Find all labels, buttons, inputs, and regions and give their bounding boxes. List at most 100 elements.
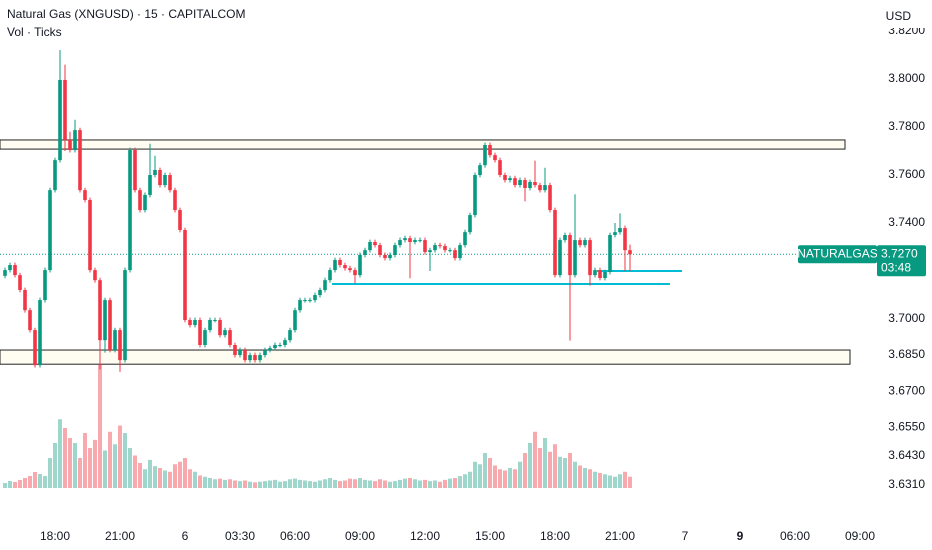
candle-body [518,180,522,186]
candle-body [563,235,567,241]
volume-bar [38,474,42,488]
candle-body [438,245,442,247]
volume-bar [313,481,317,488]
candle-body [363,250,367,255]
volume-bar [478,464,482,488]
volume-bar [248,481,252,488]
y-tick-label: 3.6430 [888,448,925,462]
volume-bar [628,476,632,488]
candle-body [333,260,337,271]
volume-bar [238,481,242,488]
zone-box [0,139,846,150]
volume-bar [433,480,437,488]
volume-bar [548,451,552,488]
candle-body [373,241,377,246]
volume-bar [273,479,277,488]
volume-bar [303,480,307,488]
candle-body [443,246,447,251]
volume-bar [518,461,522,488]
volume-bar [583,468,587,488]
candle-body [218,320,222,336]
volume-bar [468,471,472,488]
candle-body [493,155,497,161]
candle-body [623,228,627,251]
candle-body [73,130,77,151]
candle-body [228,330,232,345]
volume-bar [608,475,612,488]
y-tick-label: 3.6850 [888,347,925,361]
volume-bar [118,425,122,488]
candle-body [253,355,257,361]
volume-bar [573,461,577,488]
candle-body [388,254,392,259]
zone-box [0,349,851,365]
volume-bar [323,479,327,488]
volume-bar [68,438,72,488]
volume-bar [508,468,512,488]
volume-bar [618,474,622,488]
candle-body [163,175,167,186]
candle-body [148,175,152,195]
candle-body [3,270,7,276]
volume-bar [163,470,167,488]
candle-body [213,320,217,322]
candle-body [58,79,62,161]
volume-bar [278,481,282,488]
candle-body [348,268,352,271]
candle-body [43,270,47,301]
volume-bar [133,455,137,488]
candle-body [53,160,57,191]
volume-bar [438,481,442,488]
candle-body [448,250,452,252]
volume-bar [168,471,172,488]
candle-body [308,300,312,302]
candle-body [513,178,517,186]
candle-body [428,250,432,253]
volume-bar [463,474,467,488]
volume-bar [113,444,117,488]
candle-body [408,238,412,242]
y-tick-label: 3.6700 [888,383,925,397]
x-tick-label: 03:30 [225,529,255,543]
currency-label: USD [886,9,912,23]
candle-body [608,235,612,273]
candle-body [328,270,332,281]
candle-body [158,169,162,186]
volume-bar [198,475,202,488]
candle-body [38,300,42,366]
candle-body [173,190,177,211]
volume-bar [183,458,187,488]
volume-bar [368,480,372,488]
volume-bar [208,478,212,488]
volume-bar [203,476,207,488]
candle-body [313,295,317,301]
volume-bar [403,478,407,488]
volume-bar [448,478,452,488]
volume-bar [453,478,457,488]
volume-bar [553,444,557,488]
x-tick-label: 21:00 [605,529,635,543]
volume-bar [258,481,262,488]
candle-body [393,245,397,255]
candle-body [278,344,282,346]
candle-body [183,229,187,321]
candle-body [18,275,22,291]
volume-bar [253,482,257,488]
y-tick-label: 3.6550 [888,419,925,433]
x-tick-label: 09:00 [345,529,375,543]
volume-bar [308,481,312,488]
x-tick-label: 7 [682,529,689,543]
candle-body [78,130,82,191]
candle-body [233,344,237,356]
volume-bar [328,478,332,488]
candle-body [553,210,557,276]
volume-bar [363,479,367,488]
candle-body [473,175,477,216]
volume-bar [48,458,52,488]
candle-body [398,240,402,246]
volume-bar [53,443,57,488]
volume-bar [293,478,297,488]
symbol-tag [798,245,877,264]
volume-bar [443,479,447,488]
candle-body [113,330,117,351]
